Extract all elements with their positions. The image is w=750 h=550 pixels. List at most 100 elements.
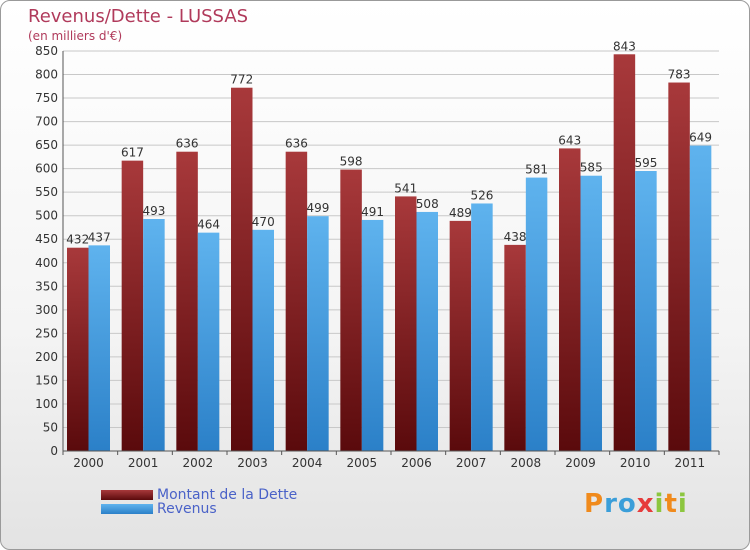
bar-revenue [471,203,493,451]
bar-debt [668,82,690,451]
legend-item-revenue: Revenus [101,501,217,517]
chart-title: Revenus/Dette - LUSSAS [28,6,249,27]
data-label: 585 [580,161,603,175]
axes: 0 50 100 150 200 250 300 350 400 450 500 550 600 650 7… [35,44,720,470]
bar-debt [285,151,308,452]
data-label: 636 [285,137,308,151]
x-tick-label: 2007 [456,456,487,470]
bar-revenue [88,245,110,451]
bar-debt [613,54,636,451]
data-label: 491 [361,205,384,219]
y-tick-label: 400 [35,256,58,270]
x-tick-label: 2005 [347,456,378,470]
x-tick-label: 2001 [128,456,159,470]
y-tick-label: 0 [50,444,58,458]
legend-swatch-revenue [101,504,153,514]
bar-debt [67,247,89,451]
data-label: 783 [668,68,691,82]
y-tick-label: 750 [35,91,58,105]
chart-unit-label: (en milliers d'€) [28,29,123,43]
bar-debt [176,151,198,452]
legend-item-debt: Montant de la Dette [101,487,298,503]
x-tick-label: 2009 [565,456,596,470]
data-label: 464 [197,218,220,232]
data-label: 508 [416,197,439,211]
data-label: 649 [689,131,712,145]
x-tick-label: 2003 [237,456,268,470]
bar-debt [449,220,472,451]
bar-revenue [143,219,165,451]
logo-letter: i [677,489,688,519]
bar-debt [559,148,581,452]
y-tick-label: 200 [35,350,58,364]
data-label: 489 [449,206,472,220]
data-label: 493 [142,204,165,218]
bar-debt [340,169,362,451]
y-tick-label: 800 [35,68,58,82]
data-label: 843 [613,39,636,53]
y-tick-label: 600 [35,162,58,176]
bars [67,54,712,452]
y-tick-label: 300 [35,303,58,317]
y-tick-label: 50 [43,420,58,434]
y-tick-label: 700 [35,115,58,129]
bar-debt [121,160,144,451]
bar-revenue [197,232,220,451]
grid-lines [63,50,719,452]
logo-letter: t [664,489,678,519]
y-tick-label: 150 [35,373,58,387]
data-label: 432 [66,233,89,247]
y-tick-label: 100 [35,397,58,411]
data-label: 499 [306,201,329,215]
bar-revenue [416,211,438,451]
data-label: 636 [176,137,199,151]
x-tick-label: 2006 [401,456,432,470]
data-label: 643 [558,133,581,147]
y-tick-label: 650 [35,138,58,152]
x-tick-label: 2010 [620,456,651,470]
y-tick-label: 350 [35,279,58,293]
logo-letter: o [617,489,637,519]
logo-letter: P [584,489,605,519]
bar-revenue [689,145,712,451]
logo-letter: x [636,489,655,519]
x-tick-label: 2000 [73,456,104,470]
data-label: 772 [230,73,253,87]
bar-debt [231,87,253,452]
data-label: 437 [88,230,111,244]
y-tick-label: 450 [35,232,58,246]
bar-revenue [635,171,657,451]
data-label: 598 [340,155,363,169]
bar-revenue [525,177,548,451]
data-label: 581 [525,163,548,177]
data-label: 438 [504,230,527,244]
bar-debt [395,196,417,451]
bar-revenue [361,219,384,451]
logo-letter: r [604,489,618,519]
proxiti-logo: Proxiti [584,489,688,519]
legend-swatch-debt [101,490,153,500]
x-tick-label: 2004 [292,456,323,470]
legend-label-debt: Montant de la Dette [157,487,298,503]
y-tick-label: 500 [35,209,58,223]
x-tick-label: 2008 [511,456,542,470]
logo-letter: i [654,489,665,519]
data-label: 595 [634,156,657,170]
legend-label-revenue: Revenus [157,501,217,517]
bar-revenue [307,216,329,451]
bar-revenue [252,229,274,451]
data-label: 617 [121,146,144,160]
x-tick-label: 2002 [183,456,214,470]
x-tick-label: 2011 [675,456,706,470]
data-label: 541 [394,181,417,195]
data-label: 470 [252,215,275,229]
y-tick-label: 550 [35,185,58,199]
data-label: 526 [470,188,493,202]
y-tick-label: 250 [35,326,58,340]
bar-debt [504,244,526,451]
y-tick-label: 850 [35,44,58,58]
bar-revenue [580,175,602,452]
